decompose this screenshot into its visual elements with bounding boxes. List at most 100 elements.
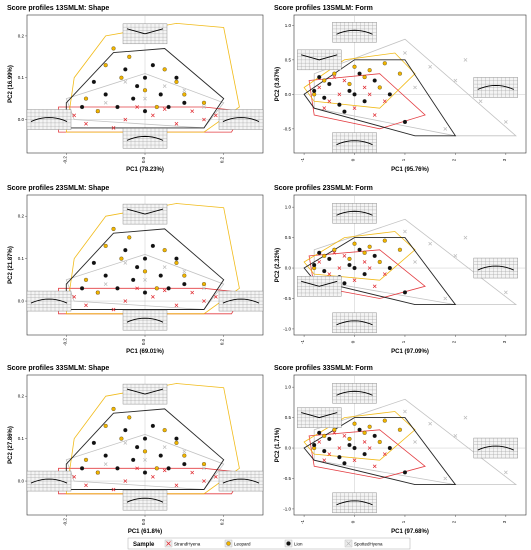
panel-5-point-strand-hyena-10 (213, 474, 218, 479)
panel-4-point-leopard-5 (397, 247, 402, 252)
panel-5-point-lion-7 (166, 466, 171, 471)
panel-4-ytick-label-4: 1.0 (285, 205, 292, 210)
panel-3-point-spotted-hyena-3 (202, 286, 206, 291)
panel-6-point-lion-5 (357, 427, 362, 432)
panel-1-point-spotted-hyena-3 (202, 105, 206, 109)
panel-2-point-strand-hyena-7 (372, 113, 377, 117)
legend-label-0: StrandHyena (174, 542, 201, 547)
panel-2-point-lion-3 (337, 102, 342, 107)
panel-5-point-strand-hyena-7 (162, 468, 167, 473)
panel-5-point-spotted-hyena-0 (162, 445, 167, 449)
panel-3-xtick-label-2: 0.2 (220, 338, 225, 345)
panel-3-point-lion-7 (166, 286, 171, 291)
panel-4-point-spotted-hyena-1 (428, 241, 433, 246)
panel-2-hull-spotted-hyena (313, 38, 517, 137)
panel-6-point-spotted-hyena-0 (403, 409, 407, 414)
panel-5-point-leopard-8 (154, 466, 159, 471)
panel-6-point-spotted-hyena-1 (428, 421, 433, 426)
grid-lines (123, 384, 167, 405)
panel-2-ylabel: PC2 (3.67%) (275, 67, 281, 101)
panel-5-ylabel: PC2 (27.86%) (8, 426, 14, 464)
landmark-curve (126, 317, 164, 323)
panel-5-point-strand-hyena-0 (72, 474, 77, 479)
panel-4-point-leopard-0 (322, 253, 327, 258)
panel-2-hull-strand-hyena (308, 73, 426, 130)
panel-1-point-leopard-2 (83, 96, 89, 101)
panel-6-deformation-grid (297, 407, 342, 428)
panel-6-point-strand-hyena-6 (322, 458, 327, 463)
panel-3-deformation-grid (218, 290, 264, 312)
panel-5-point-lion-3 (158, 453, 163, 458)
panel-5-deformation-grid (26, 470, 72, 492)
panel-4-point-spotted-hyena-2 (453, 254, 458, 258)
panel-1-ytick-label-0: 0.0 (18, 117, 25, 122)
panel-4-point-lion-1 (322, 269, 327, 274)
panel-6-point-lion-4 (347, 442, 352, 448)
panel-3-point-strand-hyena-7 (162, 288, 167, 293)
panel-3-point-lion-5 (115, 286, 120, 291)
panel-4-deformation-grid (297, 276, 342, 297)
panel-5-ytick-label-1: 0.1 (18, 436, 25, 441)
panel-6-point-strand-hyena-7 (372, 464, 377, 469)
panel-5-point-leopard-6 (182, 453, 187, 458)
panel-6-xtick-label-1: 0 (351, 520, 356, 523)
panel-1-point-lion-7 (166, 104, 171, 110)
panel-5-hull-spotted-hyena (65, 433, 225, 490)
panel-2-point-leopard-9 (347, 81, 352, 87)
panel-2-point-strand-hyena-1 (327, 99, 332, 104)
landmark-curve (126, 208, 164, 215)
panel-5-point-leopard-2 (83, 457, 89, 462)
panel-5-xtick-label-0: -0.2 (62, 518, 67, 526)
panel-5-point-leopard-1 (119, 436, 124, 441)
legend-box (127, 537, 411, 550)
panel-4-point-lion-2 (327, 256, 332, 261)
panel-1-point-spotted-hyena-4 (143, 96, 147, 101)
panel-1-point-strand-hyena-2 (123, 117, 128, 122)
panel-6-xlabel: PC1 (97.68%) (391, 529, 429, 535)
panel-5-point-lion-9 (182, 462, 187, 467)
panel-5-point-strand-hyena-5 (190, 470, 195, 475)
panel-4-point-spotted-hyena-7 (413, 260, 417, 264)
panel-1-point-lion-2 (142, 75, 148, 80)
panel-6-deformation-grid (332, 492, 377, 514)
landmark-curve (336, 140, 373, 146)
panel-2-hull-lion (303, 59, 457, 137)
panel-5-point-strand-hyena-9 (202, 479, 206, 483)
panel-3-point-lion-10 (131, 277, 136, 282)
panel-6-point-spotted-hyena-6 (463, 415, 468, 420)
panel-2-point-lion-7 (372, 78, 377, 83)
legend-symbol-0 (166, 541, 171, 546)
panel-2-point-spotted-hyena-7 (413, 85, 417, 90)
panel-4-point-lion-11 (402, 290, 408, 295)
panel-3-point-leopard-5 (111, 226, 116, 231)
panel-4-ylabel: PC2 (2.32%) (275, 248, 281, 282)
panel-6-point-lion-9 (342, 461, 347, 466)
panel-4-deformation-grid (332, 203, 377, 224)
panel-4-point-strand-hyena-3 (342, 254, 347, 258)
panel-1-point-leopard-4 (162, 67, 167, 72)
panel-4-deformation-grid (473, 257, 518, 279)
panel-4-point-lion-9 (342, 281, 347, 286)
landmark-curve (336, 29, 373, 35)
panel-3-point-strand-hyena-8 (84, 303, 88, 308)
panel-3-point-spotted-hyena-1 (182, 269, 187, 274)
panel-3-point-leopard-4 (162, 248, 167, 253)
panel-2-point-lion-9 (342, 109, 347, 114)
panel-2-xtick-label-1: 0 (351, 158, 356, 161)
panel-3-title: Score profiles 23SMLM: Shape (7, 185, 109, 192)
panel-1-deformation-grid (218, 109, 264, 130)
panel-6-xtick-label-3: 2 (451, 520, 456, 523)
panel-4-point-strand-hyena-7 (372, 284, 377, 289)
panel-3-ytick-label-0: 0.0 (18, 299, 25, 304)
panel-1-xtick-label-1: 0.0 (141, 156, 146, 163)
panel-6-title: Score profiles 33SMLM: Form (274, 365, 373, 372)
legend-label-1: Leopard (234, 542, 251, 547)
panel-4-ytick-label-2: 0.0 (285, 266, 292, 271)
panel-4-point-lion-7 (372, 253, 377, 258)
panel-3-point-spotted-hyena-4 (143, 278, 147, 282)
panel-4-point-strand-hyena-10 (382, 272, 387, 276)
panel-4-xtick-label-0: -1 (300, 340, 305, 344)
panel-1-point-lion-3 (158, 92, 163, 97)
grid-lines (297, 407, 342, 428)
panel-5-point-spotted-hyena-2 (123, 441, 128, 445)
